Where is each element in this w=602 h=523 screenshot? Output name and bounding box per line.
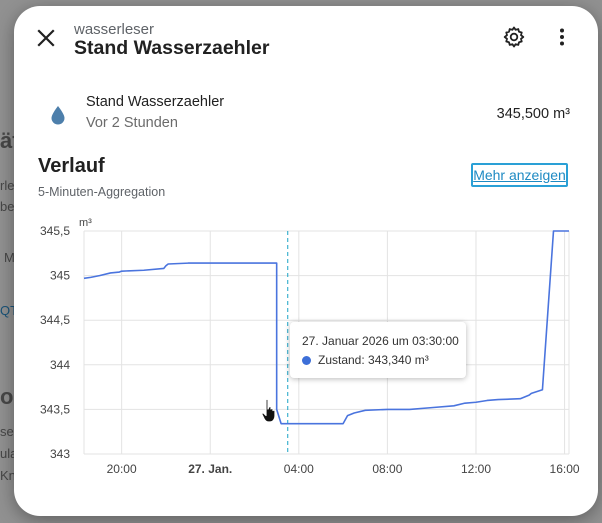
- tooltip-value: Zustand: 343,340 m³: [318, 353, 429, 367]
- more-info-dialog: wasserleser Stand Wasserzaehler Stand Wa…: [14, 6, 598, 516]
- history-subtitle: 5-Minuten-Aggregation: [38, 185, 166, 199]
- water-drop-icon: [50, 104, 66, 126]
- entity-id-subtitle: wasserleser: [74, 21, 155, 38]
- close-icon[interactable]: [34, 26, 58, 50]
- tooltip-series-marker: [302, 356, 311, 365]
- x-tick-label: 16:00: [550, 462, 580, 476]
- y-tick-label: 344,5: [40, 313, 70, 327]
- background-text: ula: [0, 446, 18, 461]
- x-tick-label: 27. Jan.: [188, 462, 232, 476]
- entity-state: 345,500 m³: [496, 106, 570, 122]
- history-chart[interactable]: 345,5 345 344,5 344 343,5 343 20:00 27. Jan. 04:…: [14, 6, 598, 516]
- pointer-cursor-icon: [260, 398, 280, 424]
- entity-last-changed: Vor 2 Stunden: [86, 115, 178, 131]
- background-text: M: [4, 250, 15, 265]
- chart-tooltip: 27. Januar 2026 um 03:30:00 Zustand: 343…: [290, 322, 466, 378]
- y-unit-label: m³: [79, 217, 92, 229]
- background-text: rle: [0, 178, 15, 193]
- y-tick-label: 343: [50, 447, 70, 461]
- more-vert-icon[interactable]: [550, 25, 574, 49]
- dialog-title: Stand Wasserzaehler: [74, 37, 270, 59]
- background-text: bet: [0, 199, 19, 214]
- background-text: se: [0, 424, 14, 439]
- x-tick-label: 04:00: [284, 462, 314, 476]
- gear-icon[interactable]: [502, 25, 526, 49]
- background-text: QT: [0, 303, 19, 318]
- history-title: Verlauf: [38, 155, 105, 177]
- y-tick-label: 344: [50, 358, 70, 372]
- entity-name[interactable]: Stand Wasserzaehler: [86, 94, 225, 110]
- x-tick-label: 08:00: [372, 462, 402, 476]
- tooltip-time: 27. Januar 2026 um 03:30:00: [302, 334, 459, 348]
- series-line: [83, 230, 569, 425]
- y-tick-label: 343,5: [40, 402, 70, 416]
- show-more-link[interactable]: Mehr anzeigen: [471, 163, 568, 187]
- x-tick-label: 12:00: [461, 462, 491, 476]
- y-tick-label: 345,5: [40, 224, 70, 238]
- x-tick-label: 20:00: [107, 462, 137, 476]
- y-tick-label: 345: [50, 269, 70, 283]
